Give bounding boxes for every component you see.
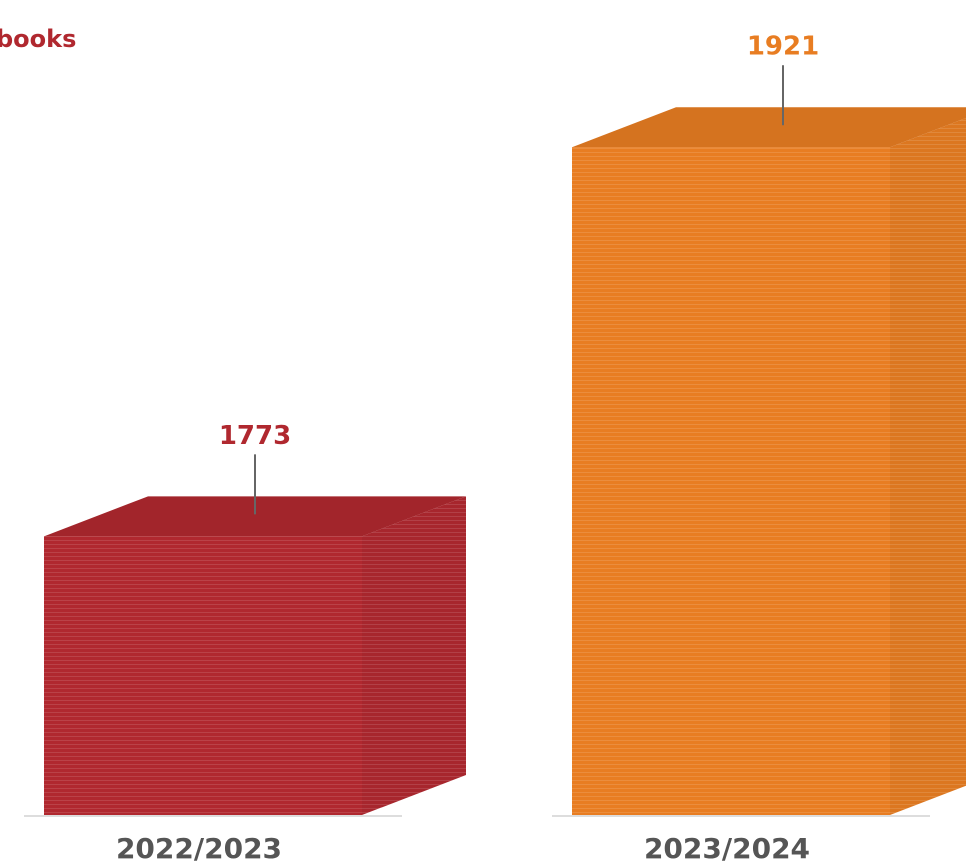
x-tick-label: 2023/2024: [644, 832, 810, 863]
value-label: 1921: [747, 32, 819, 62]
ground-shadow: [552, 815, 930, 817]
x-tick-label: 2022/2023: [116, 832, 282, 863]
bar-top: [572, 107, 966, 148]
bar-pages: [44, 536, 362, 815]
ground-shadow: [24, 815, 402, 817]
bar-side-pages: [890, 117, 966, 815]
bar-top: [44, 496, 466, 537]
bar-side-pages: [362, 496, 466, 815]
chart-title: books: [0, 25, 76, 53]
bar-pages: [572, 147, 890, 815]
value-label: 1773: [219, 421, 291, 451]
